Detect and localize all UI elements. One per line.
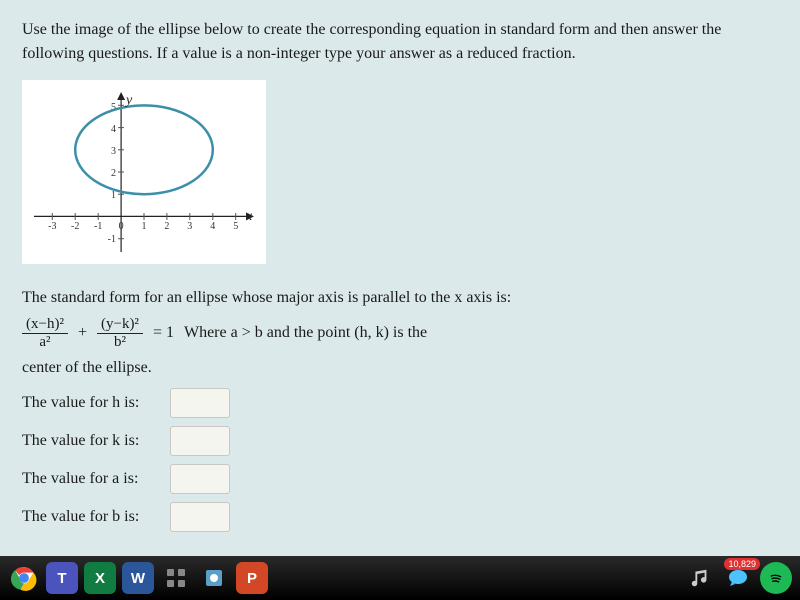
formula-intro: The standard form for an ellipse whose m… bbox=[22, 286, 778, 310]
instructions-text: Use the image of the ellipse below to cr… bbox=[22, 18, 778, 66]
grid-axes: -3 -2 -1 0 1 2 3 4 5 bbox=[34, 92, 254, 252]
k-input[interactable] bbox=[170, 426, 230, 456]
svg-text:5: 5 bbox=[233, 221, 238, 232]
messages-icon[interactable]: 10,829 bbox=[722, 562, 754, 594]
music-icon[interactable] bbox=[684, 562, 716, 594]
preview-icon[interactable] bbox=[198, 562, 230, 594]
answer-row-b: The value for b is: bbox=[22, 502, 778, 532]
y-axis-label: y bbox=[126, 90, 132, 111]
messages-badge: 10,829 bbox=[724, 558, 760, 570]
svg-text:3: 3 bbox=[111, 146, 116, 157]
teams-icon[interactable]: T bbox=[46, 562, 78, 594]
a-input[interactable] bbox=[170, 464, 230, 494]
launchpad-icon[interactable] bbox=[160, 562, 192, 594]
ellipse-graph: -3 -2 -1 0 1 2 3 4 5 bbox=[34, 92, 254, 252]
word-icon[interactable]: W bbox=[122, 562, 154, 594]
k-label: The value for k is: bbox=[22, 429, 162, 453]
a-label: The value for a is: bbox=[22, 467, 162, 491]
h-label: The value for h is: bbox=[22, 391, 162, 415]
chrome-icon[interactable] bbox=[8, 562, 40, 594]
where-clause: Where a > b and the point (h, k) is the bbox=[184, 321, 427, 345]
question-panel: Use the image of the ellipse below to cr… bbox=[0, 0, 800, 558]
fraction-1: (x−h)² a² bbox=[22, 316, 68, 350]
powerpoint-icon[interactable]: P bbox=[236, 562, 268, 594]
macos-dock: T X W P 10,829 bbox=[0, 556, 800, 600]
x-axis-label: x bbox=[246, 206, 252, 227]
svg-text:-1: -1 bbox=[108, 234, 116, 245]
svg-text:3: 3 bbox=[187, 221, 192, 232]
ellipse-curve bbox=[75, 105, 213, 194]
svg-text:1: 1 bbox=[142, 221, 147, 232]
center-line: center of the ellipse. bbox=[22, 356, 778, 380]
svg-text:1: 1 bbox=[111, 190, 116, 201]
formula-equation: (x−h)² a² + (y−k)² b² = 1 Where a > b an… bbox=[22, 316, 778, 350]
b-label: The value for b is: bbox=[22, 505, 162, 529]
spotify-icon[interactable] bbox=[760, 562, 792, 594]
b-input[interactable] bbox=[170, 502, 230, 532]
svg-text:-3: -3 bbox=[48, 221, 56, 232]
answer-row-a: The value for a is: bbox=[22, 464, 778, 494]
svg-text:2: 2 bbox=[111, 168, 116, 179]
svg-text:4: 4 bbox=[111, 124, 116, 135]
svg-text:0: 0 bbox=[119, 221, 124, 232]
answer-row-h: The value for h is: bbox=[22, 388, 778, 418]
fraction-2: (y−k)² b² bbox=[97, 316, 143, 350]
svg-text:-1: -1 bbox=[94, 221, 102, 232]
svg-text:2: 2 bbox=[164, 221, 169, 232]
graph-container: -3 -2 -1 0 1 2 3 4 5 bbox=[22, 80, 266, 264]
excel-icon[interactable]: X bbox=[84, 562, 116, 594]
h-input[interactable] bbox=[170, 388, 230, 418]
svg-text:4: 4 bbox=[210, 221, 215, 232]
svg-text:-2: -2 bbox=[71, 221, 79, 232]
answer-row-k: The value for k is: bbox=[22, 426, 778, 456]
